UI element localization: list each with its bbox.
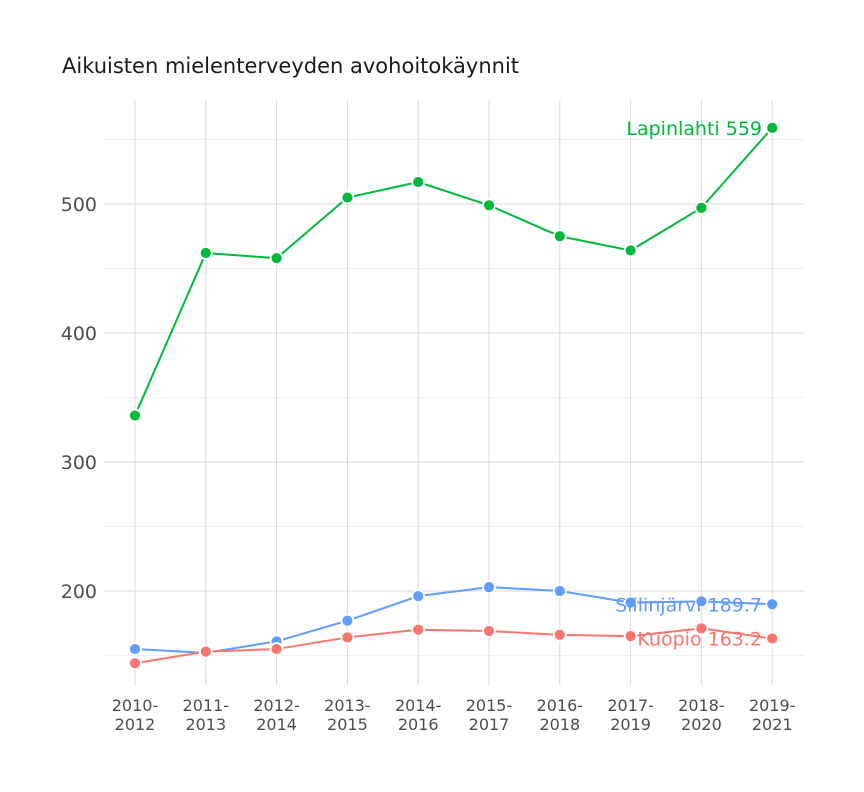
data-point bbox=[269, 251, 284, 266]
x-tick-label: 2017-2019 bbox=[607, 696, 654, 734]
data-point bbox=[340, 613, 355, 628]
series-line bbox=[134, 127, 773, 416]
series-line bbox=[134, 627, 773, 665]
grid-major bbox=[104, 100, 804, 685]
data-point bbox=[623, 595, 638, 610]
end-labels: Lapinlahti 559 Siilinjärvi 189.7 Kuopio 16… bbox=[615, 118, 762, 651]
data-point bbox=[482, 580, 496, 595]
x-tick-label: 2018-2020 bbox=[678, 696, 725, 734]
x-tick-label: 2016-2018 bbox=[537, 696, 584, 734]
x-tick-label: 2015-2017 bbox=[466, 696, 513, 734]
data-point bbox=[411, 589, 426, 604]
data-point bbox=[482, 624, 496, 638]
x-tick-label: 2019-2021 bbox=[749, 696, 796, 734]
y-tick-label: 200 bbox=[61, 581, 97, 603]
x-tick-label: 2014-2016 bbox=[395, 696, 442, 734]
x-axis-ticks: 2010-2012 2011-2013 2012-2014 2013-2015 2014… bbox=[112, 696, 796, 734]
series-end-label: Lapinlahti 559 bbox=[626, 118, 762, 140]
data-point bbox=[552, 584, 567, 598]
data-point bbox=[552, 229, 567, 244]
data-point bbox=[411, 175, 426, 189]
data-point bbox=[411, 622, 426, 637]
chart-title: Aikuisten mielenterveyden avohoitokäynni… bbox=[62, 54, 520, 78]
x-tick-label: 2012-2014 bbox=[253, 696, 300, 734]
x-tick-label: 2011-2013 bbox=[183, 696, 230, 734]
data-point bbox=[198, 644, 213, 659]
y-tick-label: 500 bbox=[61, 194, 97, 216]
data-point bbox=[694, 200, 709, 215]
series-end-label: Kuopio 163.2 bbox=[637, 628, 762, 650]
data-point bbox=[482, 198, 496, 213]
data-point bbox=[765, 631, 780, 646]
data-point bbox=[765, 597, 780, 612]
data-point bbox=[128, 656, 142, 671]
series-end-label: Siilinjärvi 189.7 bbox=[615, 594, 762, 616]
grid-minor bbox=[104, 139, 804, 656]
data-point bbox=[340, 630, 355, 645]
data-point bbox=[623, 243, 638, 258]
series-points bbox=[128, 120, 780, 671]
data-point bbox=[340, 190, 355, 205]
y-axis-ticks: 300 400 500 200 bbox=[61, 194, 97, 603]
data-point bbox=[128, 408, 142, 423]
series-line bbox=[134, 586, 773, 654]
data-point bbox=[128, 642, 142, 656]
data-point bbox=[694, 594, 709, 609]
data-point bbox=[694, 621, 709, 636]
data-point bbox=[552, 627, 567, 642]
y-tick-label: 300 bbox=[61, 452, 97, 474]
data-point bbox=[269, 642, 284, 656]
data-point bbox=[623, 629, 638, 644]
x-tick-label: 2010-2012 bbox=[112, 696, 159, 734]
data-point bbox=[198, 246, 213, 260]
y-tick-label: 400 bbox=[61, 323, 97, 345]
series-lines bbox=[134, 127, 773, 665]
data-point bbox=[765, 120, 780, 135]
x-tick-label: 2013-2015 bbox=[324, 696, 371, 734]
